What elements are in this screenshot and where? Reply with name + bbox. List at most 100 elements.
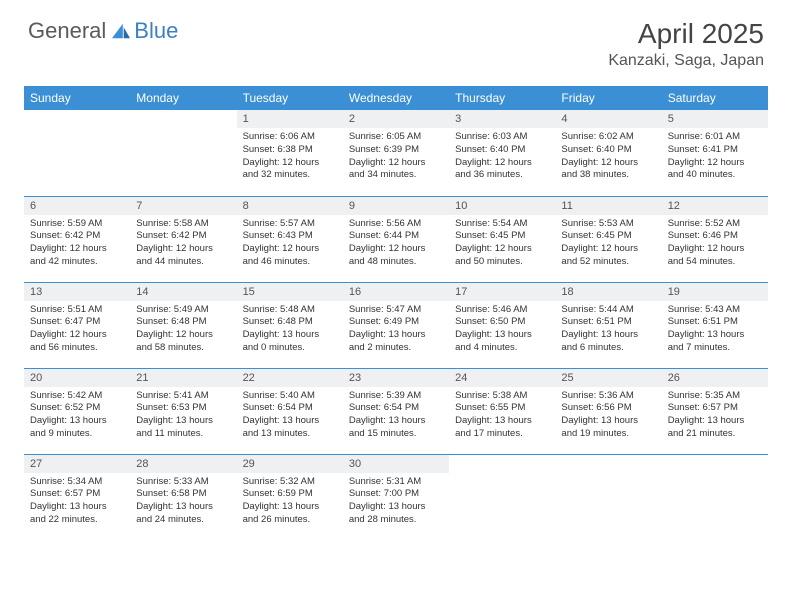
sunset-line: Sunset: 6:50 PM	[455, 316, 549, 329]
sunrise-line: Sunrise: 5:48 AM	[243, 304, 337, 317]
location-label: Kanzaki, Saga, Japan	[608, 52, 764, 70]
daylight-line: Daylight: 12 hours and 52 minutes.	[561, 243, 655, 269]
daylight-line: Daylight: 13 hours and 2 minutes.	[349, 329, 443, 355]
day-details: Sunrise: 5:42 AMSunset: 6:52 PMDaylight:…	[24, 387, 130, 444]
day-details: Sunrise: 5:33 AMSunset: 6:58 PMDaylight:…	[130, 473, 236, 530]
day-number: 2	[343, 110, 449, 128]
logo: General Blue	[28, 18, 178, 44]
sunset-line: Sunset: 7:00 PM	[349, 488, 443, 501]
sunrise-line: Sunrise: 5:31 AM	[349, 476, 443, 489]
sunrise-line: Sunrise: 5:41 AM	[136, 390, 230, 403]
day-details: Sunrise: 5:40 AMSunset: 6:54 PMDaylight:…	[237, 387, 343, 444]
daylight-line: Daylight: 12 hours and 42 minutes.	[30, 243, 124, 269]
sunrise-line: Sunrise: 5:46 AM	[455, 304, 549, 317]
sunset-line: Sunset: 6:38 PM	[243, 144, 337, 157]
calendar-cell: 30Sunrise: 5:31 AMSunset: 7:00 PMDayligh…	[343, 454, 449, 540]
weekday-header: Sunday	[24, 86, 130, 110]
sunrise-line: Sunrise: 5:59 AM	[30, 218, 124, 231]
calendar-head: SundayMondayTuesdayWednesdayThursdayFrid…	[24, 86, 768, 110]
day-number: 11	[555, 197, 661, 215]
daylight-line: Daylight: 12 hours and 48 minutes.	[349, 243, 443, 269]
sunset-line: Sunset: 6:51 PM	[668, 316, 762, 329]
sunset-line: Sunset: 6:47 PM	[30, 316, 124, 329]
day-details: Sunrise: 6:06 AMSunset: 6:38 PMDaylight:…	[237, 128, 343, 185]
daylight-line: Daylight: 13 hours and 13 minutes.	[243, 415, 337, 441]
day-details: Sunrise: 5:38 AMSunset: 6:55 PMDaylight:…	[449, 387, 555, 444]
sunrise-line: Sunrise: 5:43 AM	[668, 304, 762, 317]
sunset-line: Sunset: 6:55 PM	[455, 402, 549, 415]
calendar-cell: 1Sunrise: 6:06 AMSunset: 6:38 PMDaylight…	[237, 110, 343, 196]
sunrise-line: Sunrise: 5:32 AM	[243, 476, 337, 489]
daylight-line: Daylight: 12 hours and 38 minutes.	[561, 157, 655, 183]
calendar-cell: 3Sunrise: 6:03 AMSunset: 6:40 PMDaylight…	[449, 110, 555, 196]
sunrise-line: Sunrise: 5:54 AM	[455, 218, 549, 231]
day-details: Sunrise: 5:48 AMSunset: 6:48 PMDaylight:…	[237, 301, 343, 358]
day-number: 20	[24, 369, 130, 387]
calendar-cell: 27Sunrise: 5:34 AMSunset: 6:57 PMDayligh…	[24, 454, 130, 540]
calendar-cell: 20Sunrise: 5:42 AMSunset: 6:52 PMDayligh…	[24, 368, 130, 454]
sunset-line: Sunset: 6:45 PM	[455, 230, 549, 243]
daylight-line: Daylight: 13 hours and 17 minutes.	[455, 415, 549, 441]
daylight-line: Daylight: 12 hours and 50 minutes.	[455, 243, 549, 269]
sunrise-line: Sunrise: 6:01 AM	[668, 131, 762, 144]
day-number: 28	[130, 455, 236, 473]
day-details: Sunrise: 5:52 AMSunset: 6:46 PMDaylight:…	[662, 215, 768, 272]
sunrise-line: Sunrise: 5:34 AM	[30, 476, 124, 489]
header: General Blue April 2025 Kanzaki, Saga, J…	[0, 0, 792, 76]
daylight-line: Daylight: 12 hours and 34 minutes.	[349, 157, 443, 183]
sunset-line: Sunset: 6:58 PM	[136, 488, 230, 501]
page-title: April 2025	[608, 18, 764, 50]
title-block: April 2025 Kanzaki, Saga, Japan	[608, 18, 764, 70]
day-details: Sunrise: 5:41 AMSunset: 6:53 PMDaylight:…	[130, 387, 236, 444]
sunrise-line: Sunrise: 6:03 AM	[455, 131, 549, 144]
day-number: 26	[662, 369, 768, 387]
calendar-table: SundayMondayTuesdayWednesdayThursdayFrid…	[24, 86, 768, 540]
calendar-cell: 17Sunrise: 5:46 AMSunset: 6:50 PMDayligh…	[449, 282, 555, 368]
day-details: Sunrise: 5:54 AMSunset: 6:45 PMDaylight:…	[449, 215, 555, 272]
day-details: Sunrise: 5:31 AMSunset: 7:00 PMDaylight:…	[343, 473, 449, 530]
daylight-line: Daylight: 13 hours and 6 minutes.	[561, 329, 655, 355]
calendar-cell: 22Sunrise: 5:40 AMSunset: 6:54 PMDayligh…	[237, 368, 343, 454]
calendar-cell: 12Sunrise: 5:52 AMSunset: 6:46 PMDayligh…	[662, 196, 768, 282]
day-number: 24	[449, 369, 555, 387]
day-number: 10	[449, 197, 555, 215]
daylight-line: Daylight: 12 hours and 46 minutes.	[243, 243, 337, 269]
sunset-line: Sunset: 6:48 PM	[243, 316, 337, 329]
daylight-line: Daylight: 12 hours and 58 minutes.	[136, 329, 230, 355]
day-number: 22	[237, 369, 343, 387]
weekday-header: Monday	[130, 86, 236, 110]
sunrise-line: Sunrise: 6:05 AM	[349, 131, 443, 144]
day-number: 6	[24, 197, 130, 215]
day-details: Sunrise: 5:34 AMSunset: 6:57 PMDaylight:…	[24, 473, 130, 530]
day-details: Sunrise: 5:47 AMSunset: 6:49 PMDaylight:…	[343, 301, 449, 358]
day-number: 16	[343, 283, 449, 301]
calendar-cell: 28Sunrise: 5:33 AMSunset: 6:58 PMDayligh…	[130, 454, 236, 540]
sunset-line: Sunset: 6:51 PM	[561, 316, 655, 329]
calendar-cell	[662, 454, 768, 540]
daylight-line: Daylight: 13 hours and 22 minutes.	[30, 501, 124, 527]
sunset-line: Sunset: 6:57 PM	[30, 488, 124, 501]
day-details: Sunrise: 5:58 AMSunset: 6:42 PMDaylight:…	[130, 215, 236, 272]
daylight-line: Daylight: 12 hours and 40 minutes.	[668, 157, 762, 183]
weekday-header: Wednesday	[343, 86, 449, 110]
day-details: Sunrise: 5:57 AMSunset: 6:43 PMDaylight:…	[237, 215, 343, 272]
sunset-line: Sunset: 6:48 PM	[136, 316, 230, 329]
sunset-line: Sunset: 6:42 PM	[30, 230, 124, 243]
day-details: Sunrise: 6:05 AMSunset: 6:39 PMDaylight:…	[343, 128, 449, 185]
day-details: Sunrise: 5:36 AMSunset: 6:56 PMDaylight:…	[555, 387, 661, 444]
day-number: 19	[662, 283, 768, 301]
daylight-line: Daylight: 12 hours and 54 minutes.	[668, 243, 762, 269]
day-details: Sunrise: 5:39 AMSunset: 6:54 PMDaylight:…	[343, 387, 449, 444]
calendar-cell: 16Sunrise: 5:47 AMSunset: 6:49 PMDayligh…	[343, 282, 449, 368]
sunrise-line: Sunrise: 5:58 AM	[136, 218, 230, 231]
daylight-line: Daylight: 13 hours and 4 minutes.	[455, 329, 549, 355]
logo-text-general: General	[28, 18, 106, 44]
sunrise-line: Sunrise: 5:52 AM	[668, 218, 762, 231]
day-number: 18	[555, 283, 661, 301]
day-number: 13	[24, 283, 130, 301]
day-details: Sunrise: 5:43 AMSunset: 6:51 PMDaylight:…	[662, 301, 768, 358]
sunset-line: Sunset: 6:54 PM	[349, 402, 443, 415]
calendar-cell: 24Sunrise: 5:38 AMSunset: 6:55 PMDayligh…	[449, 368, 555, 454]
daylight-line: Daylight: 13 hours and 11 minutes.	[136, 415, 230, 441]
sunrise-line: Sunrise: 5:44 AM	[561, 304, 655, 317]
